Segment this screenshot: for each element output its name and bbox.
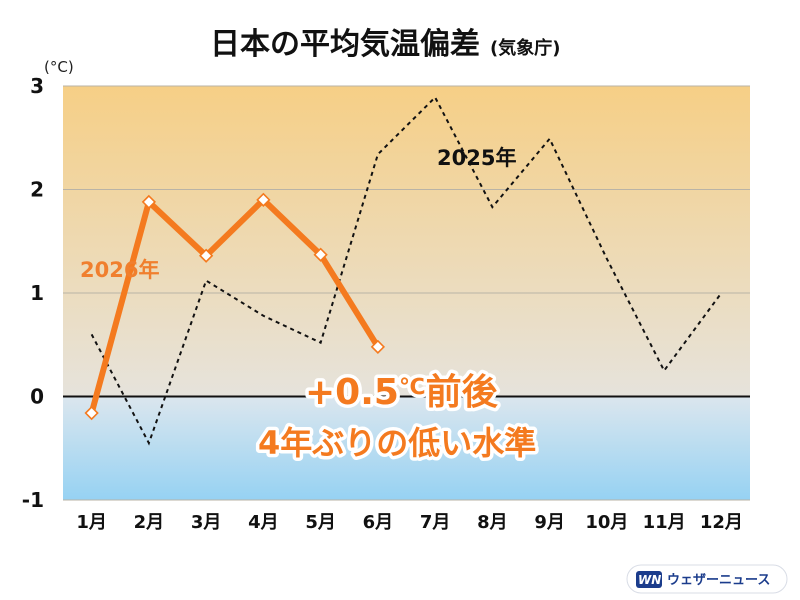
y-tick-label: 1 (30, 281, 44, 305)
series-label-2025: 2025年 (437, 146, 516, 170)
y-axis: 3 2 1 0 -1 (22, 74, 44, 512)
brand-logo-bg (626, 564, 788, 594)
series-point-2026 (256, 192, 271, 207)
plot-bg-negative (63, 397, 750, 500)
x-tick-label: 10月 (585, 512, 628, 533)
y-tick-label: -1 (22, 488, 44, 512)
x-tick-label: 1月 (76, 512, 107, 533)
x-tick-label: 6月 (363, 512, 394, 533)
y-axis-unit: (°C) (44, 58, 74, 76)
brand-name: ウェザーニュース (667, 573, 770, 588)
brand-mark-icon (636, 571, 662, 588)
series-label-2026: 2026年 (80, 258, 159, 282)
series-point-2026 (313, 247, 328, 262)
series-line-2025 (90, 95, 723, 446)
y-tick-label: 3 (30, 74, 44, 98)
x-tick-label: 4月 (248, 512, 279, 533)
x-tick-label: 11月 (643, 512, 686, 533)
x-axis: 1月 2月 3月 4月 5月 6月 7月 8月 9月 10月 11月 12月 (76, 512, 743, 533)
annotation-unit: ℃ (399, 375, 426, 400)
annotation-suffix: 前後 (426, 372, 499, 413)
y-tick-label: 2 (30, 178, 44, 202)
x-tick-label: 3月 (191, 512, 222, 533)
annotation-value: +0.5 (305, 372, 399, 413)
series-point-2026 (370, 339, 386, 354)
annotation-line-2: 4年ぶりの低い水準 (258, 424, 536, 462)
series-line-2026 (88, 196, 381, 417)
x-tick-label: 5月 (305, 512, 336, 533)
brand-mark-text: WN (638, 573, 661, 587)
series-point-2026 (141, 194, 157, 210)
y-tick-label: 0 (30, 385, 44, 409)
x-tick-label: 12月 (700, 512, 743, 533)
brand-logo: WN ウェザーニュース (626, 564, 788, 594)
series-point-2026 (84, 405, 99, 421)
x-tick-label: 2月 (134, 512, 165, 533)
chart-title: 日本の平均気温偏差 (210, 27, 480, 62)
x-tick-label: 9月 (534, 512, 565, 533)
x-tick-label: 8月 (477, 512, 508, 533)
series-point-2026 (198, 248, 214, 263)
gridlines (63, 85, 750, 501)
x-tick-label: 7月 (420, 512, 451, 533)
series-layer (84, 95, 723, 446)
chart-title-source: (気象庁) (490, 37, 560, 59)
plot-bg-positive (63, 86, 750, 397)
annotation-line-1: +0.5℃前後 (305, 372, 499, 413)
